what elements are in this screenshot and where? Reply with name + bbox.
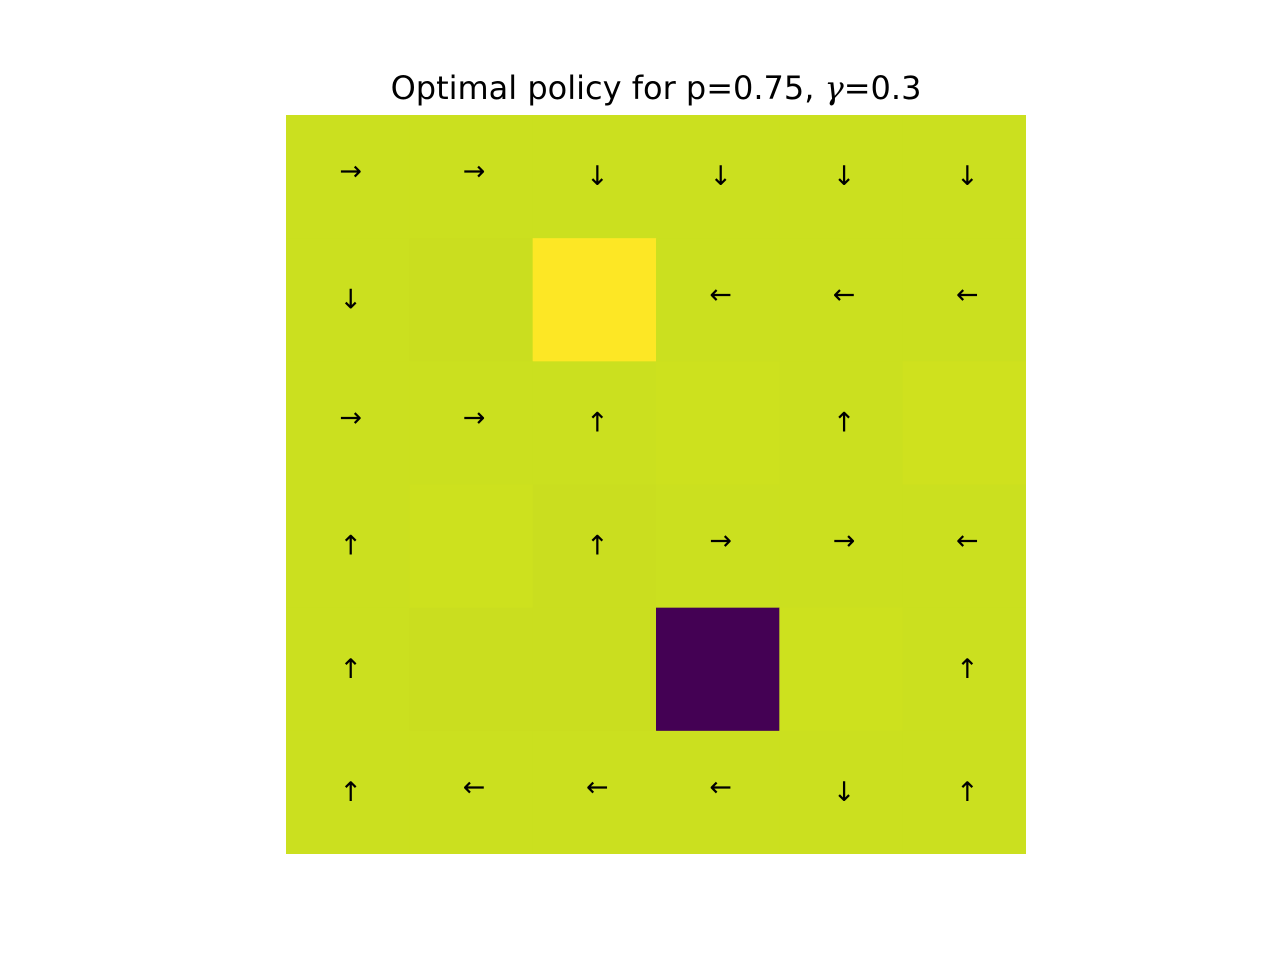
chart-title-prefix: Optimal policy for p=0.75, bbox=[390, 69, 825, 107]
policy-arrow-r5-c1: ← bbox=[463, 772, 486, 803]
policy-arrow-r3-c5: ← bbox=[956, 526, 979, 557]
policy-arrow-r2-c0: → bbox=[339, 402, 362, 433]
heatmap-cell-r0-c4 bbox=[779, 115, 904, 239]
heatmap-cell-r0-c1 bbox=[409, 115, 534, 239]
heatmap-cell-r4-c0 bbox=[286, 607, 410, 732]
heatmap-cell-r4-c3 bbox=[656, 607, 780, 732]
heatmap-cell-r5-c2 bbox=[532, 730, 657, 854]
policy-arrow-r3-c4: → bbox=[833, 526, 856, 557]
heatmap-cell-r2-c2 bbox=[532, 361, 657, 485]
heatmap-cell-r1-c4 bbox=[779, 238, 904, 362]
policy-arrow-r0-c0: → bbox=[339, 156, 362, 187]
heatmap-cell-r4-c4 bbox=[779, 607, 904, 732]
policy-arrow-r5-c0: ↑ bbox=[339, 777, 362, 808]
policy-arrow-r5-c4: ↓ bbox=[833, 777, 856, 808]
policy-arrow-r3-c2: ↑ bbox=[586, 531, 609, 562]
heatmap-cell-r2-c0 bbox=[286, 361, 410, 485]
policy-arrow-r2-c1: → bbox=[463, 402, 486, 433]
policy-arrow-r4-c0: ↑ bbox=[339, 654, 362, 685]
heatmap-cell-r4-c5 bbox=[902, 607, 1026, 732]
chart-title-suffix: =0.3 bbox=[843, 69, 922, 107]
chart-title-gamma: γ bbox=[824, 69, 844, 107]
heatmap-cell-r5-c4 bbox=[779, 730, 904, 854]
policy-arrow-r4-c5: ↑ bbox=[956, 654, 979, 685]
heatmap-cell-r3-c1 bbox=[409, 484, 534, 609]
heatmap-cell-r4-c1 bbox=[409, 607, 534, 732]
policy-arrow-r1-c0: ↓ bbox=[339, 284, 362, 315]
policy-arrow-r2-c4: ↑ bbox=[833, 407, 856, 438]
heatmap-cell-r5-c5 bbox=[902, 730, 1026, 854]
policy-arrow-r2-c2: ↑ bbox=[586, 407, 609, 438]
policy-arrow-r0-c3: ↓ bbox=[709, 161, 732, 192]
policy-arrow-r5-c5: ↑ bbox=[956, 777, 979, 808]
heatmap-cell-r2-c4 bbox=[779, 361, 904, 485]
policy-arrow-r1-c5: ← bbox=[956, 279, 979, 310]
heatmap-cell-r1-c2 bbox=[532, 238, 657, 362]
heatmap-cell-r0-c2 bbox=[532, 115, 657, 239]
heatmap-cell-r2-c5 bbox=[902, 361, 1026, 485]
heatmap-cell-r0-c3 bbox=[656, 115, 780, 239]
heatmap-cell-r1-c5 bbox=[902, 238, 1026, 362]
heatmap-cell-r0-c5 bbox=[902, 115, 1026, 239]
policy-arrow-r0-c1: → bbox=[463, 156, 486, 187]
policy-arrow-r3-c0: ↑ bbox=[339, 531, 362, 562]
heatmap-cell-r3-c0 bbox=[286, 484, 410, 609]
heatmap-cell-r4-c2 bbox=[532, 607, 657, 732]
heatmap-cell-r3-c2 bbox=[532, 484, 657, 609]
heatmap-cell-r2-c1 bbox=[409, 361, 534, 485]
heatmap-cell-r3-c4 bbox=[779, 484, 904, 609]
heatmap-cell-r1-c1 bbox=[409, 238, 534, 362]
policy-arrow-r0-c4: ↓ bbox=[833, 161, 856, 192]
policy-heatmap: → → ↓ ↓ ↓ ↓ ↓ ← ← ← → → ↑ ↑ ↑ ↑ → → ← ↑ ↑ ↑ ← ← ← ↓ ↑ bbox=[286, 115, 1026, 854]
heatmap-cell-r5-c1 bbox=[409, 730, 534, 854]
heatmap-cell-r0-c0 bbox=[286, 115, 410, 239]
heatmap-cell-r5-c0 bbox=[286, 730, 410, 854]
policy-arrow-r3-c3: → bbox=[709, 526, 732, 557]
heatmap-cell-r5-c3 bbox=[656, 730, 780, 854]
policy-arrow-r5-c2: ← bbox=[586, 772, 609, 803]
heatmap-cell-r3-c5 bbox=[902, 484, 1026, 609]
heatmap-cell-r2-c3 bbox=[656, 361, 780, 485]
heatmap-cell-r1-c0 bbox=[286, 238, 410, 362]
policy-arrow-r1-c3: ← bbox=[709, 279, 732, 310]
policy-arrow-r0-c5: ↓ bbox=[956, 161, 979, 192]
chart-title: Optimal policy for p=0.75, γ=0.3 bbox=[286, 66, 1026, 110]
policy-arrow-r0-c2: ↓ bbox=[586, 161, 609, 192]
heatmap-cell-r1-c3 bbox=[656, 238, 780, 362]
policy-arrow-r1-c4: ← bbox=[833, 279, 856, 310]
policy-arrow-r5-c3: ← bbox=[709, 772, 732, 803]
heatmap-cell-r3-c3 bbox=[656, 484, 780, 609]
